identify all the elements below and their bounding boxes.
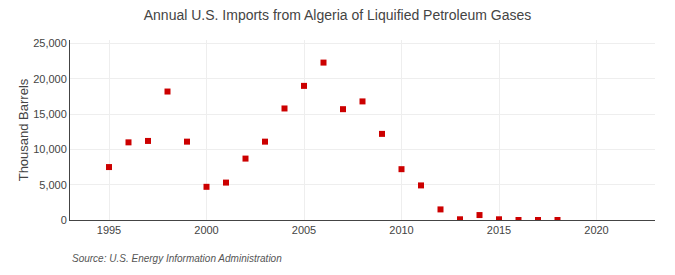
- svg-text:2010: 2010: [389, 224, 413, 236]
- svg-text:10,000: 10,000: [33, 143, 67, 155]
- svg-text:2015: 2015: [487, 224, 511, 236]
- svg-text:Thousand Barrels: Thousand Barrels: [16, 78, 31, 181]
- svg-text:2020: 2020: [584, 224, 608, 236]
- svg-text:2005: 2005: [292, 224, 316, 236]
- svg-text:Annual U.S. Imports from Alger: Annual U.S. Imports from Algeria of Liqu…: [144, 7, 532, 23]
- svg-text:1995: 1995: [97, 224, 121, 236]
- svg-text:15,000: 15,000: [33, 108, 67, 120]
- svg-text:5,000: 5,000: [39, 179, 67, 191]
- svg-text:2000: 2000: [194, 224, 218, 236]
- svg-text:Source: U.S. Energy Informatio: Source: U.S. Energy Information Administ…: [72, 253, 282, 264]
- svg-text:25,000: 25,000: [33, 37, 67, 49]
- svg-text:0: 0: [61, 214, 67, 226]
- svg-text:20,000: 20,000: [33, 73, 67, 85]
